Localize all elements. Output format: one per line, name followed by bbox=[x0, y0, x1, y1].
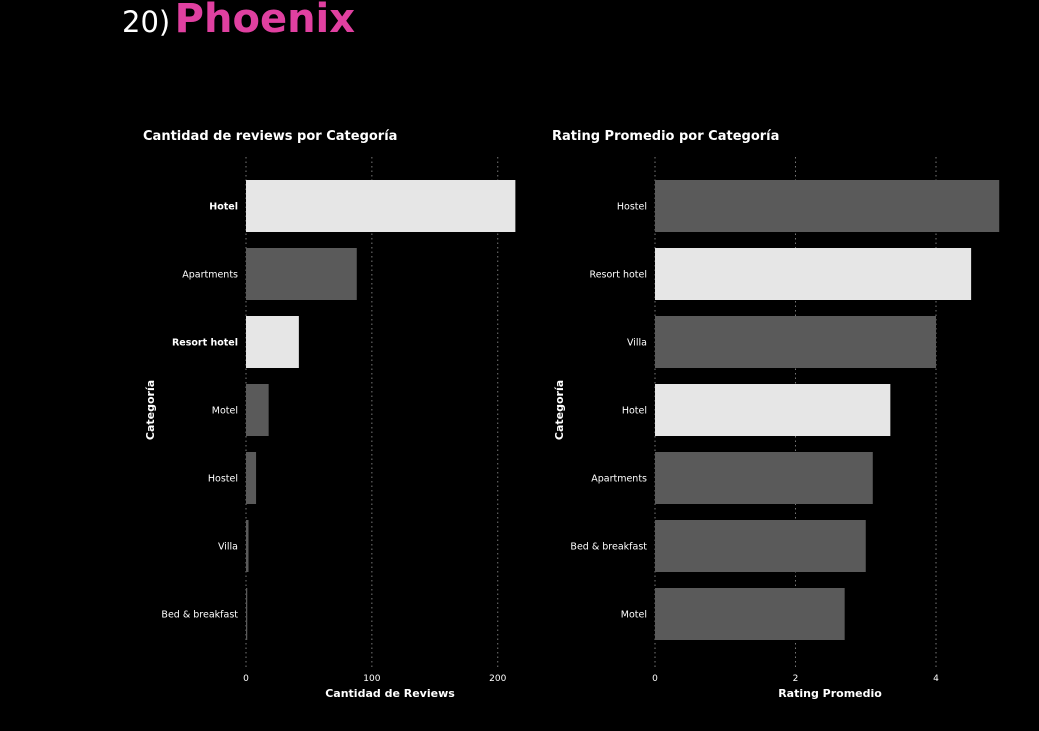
category-label: Resort hotel bbox=[172, 338, 238, 349]
category-label: Bed & breakfast bbox=[161, 610, 238, 621]
category-label: Hostel bbox=[208, 474, 238, 485]
y-axis-label: Categoría bbox=[144, 380, 157, 440]
bar[interactable] bbox=[246, 384, 269, 436]
x-tick-label: 100 bbox=[363, 674, 380, 684]
category-label: Apartments bbox=[591, 474, 647, 485]
bar[interactable] bbox=[655, 316, 936, 368]
page-title: Phoenix bbox=[174, 0, 356, 42]
bar[interactable] bbox=[246, 520, 249, 572]
page-number: 20) bbox=[122, 5, 171, 39]
bar[interactable] bbox=[655, 384, 891, 436]
x-axis-label: Cantidad de Reviews bbox=[325, 687, 455, 700]
category-label: Hotel bbox=[209, 202, 238, 213]
page-heading: 20) Phoenix bbox=[122, 0, 355, 42]
x-tick-label: 4 bbox=[933, 674, 939, 684]
bar[interactable] bbox=[655, 520, 866, 572]
category-label: Motel bbox=[212, 406, 238, 417]
y-axis-label: Categoría bbox=[553, 380, 566, 440]
bar[interactable] bbox=[655, 452, 873, 504]
bar[interactable] bbox=[246, 180, 516, 232]
category-label: Villa bbox=[218, 542, 238, 553]
bar[interactable] bbox=[246, 248, 357, 300]
bar[interactable] bbox=[655, 248, 972, 300]
x-tick-label: 0 bbox=[243, 674, 249, 684]
x-tick-label: 2 bbox=[793, 674, 799, 684]
category-label: Hotel bbox=[622, 406, 647, 417]
bar[interactable] bbox=[655, 180, 1000, 232]
chart-title: Rating Promedio por Categoría bbox=[552, 129, 779, 144]
category-label: Bed & breakfast bbox=[570, 542, 647, 553]
reviews-count-chart: Cantidad de reviews por Categoría Catego… bbox=[143, 129, 516, 700]
category-label: Motel bbox=[621, 610, 647, 621]
bar[interactable] bbox=[655, 588, 845, 640]
category-label: Apartments bbox=[182, 270, 238, 281]
bar[interactable] bbox=[246, 316, 299, 368]
x-tick-label: 200 bbox=[489, 674, 506, 684]
bar[interactable] bbox=[246, 588, 248, 640]
category-label: Resort hotel bbox=[590, 270, 647, 281]
bar[interactable] bbox=[246, 452, 257, 504]
x-tick-label: 0 bbox=[652, 674, 658, 684]
x-axis-label: Rating Promedio bbox=[778, 687, 882, 700]
rating-average-chart: Rating Promedio por Categoría Categoría … bbox=[552, 129, 1000, 700]
chart-title: Cantidad de reviews por Categoría bbox=[143, 129, 397, 144]
category-label: Hostel bbox=[617, 202, 647, 213]
category-label: Villa bbox=[627, 338, 647, 349]
